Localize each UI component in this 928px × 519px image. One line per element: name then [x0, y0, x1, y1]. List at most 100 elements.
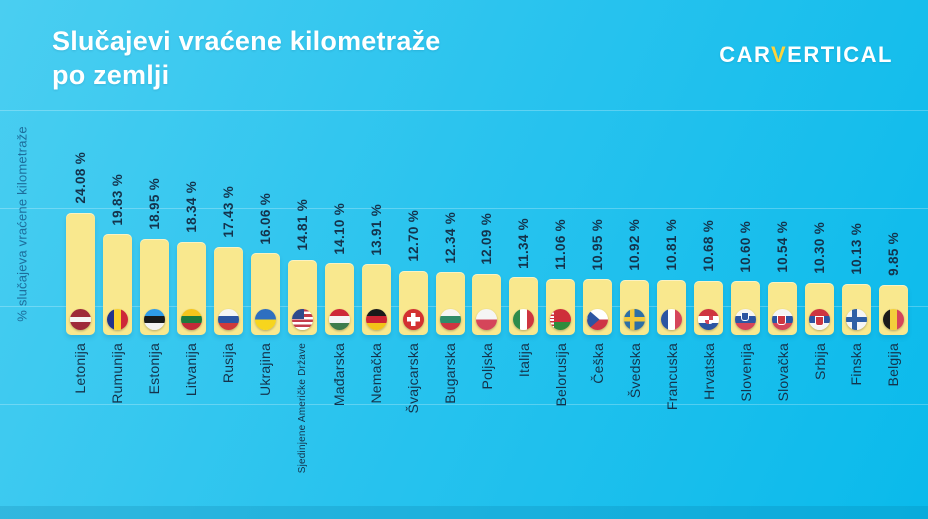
- category-column: Mađarska: [321, 343, 358, 406]
- category-column: Italija: [505, 343, 542, 377]
- flag-lv-icon: [69, 309, 91, 330]
- category-label: Bugarska: [442, 343, 458, 404]
- category-column: Francuska: [653, 343, 690, 410]
- flag-fr-icon: [661, 309, 683, 330]
- bar-value-label: 18.95 %: [146, 178, 162, 230]
- bar-ch: [398, 270, 428, 335]
- bar-value-label: 14.81 %: [294, 199, 310, 251]
- bar-se: [620, 279, 650, 335]
- flag-ch-icon: [402, 309, 424, 330]
- bar-value-label: 18.34 %: [183, 181, 199, 233]
- bar-lv: [65, 212, 95, 335]
- category-label: Slovenija: [737, 343, 754, 402]
- flag-rs-icon: [809, 309, 831, 330]
- chart-column: 10.95 %: [579, 100, 616, 335]
- chart-column: 18.34 %: [173, 100, 210, 335]
- category-label: Švajcarska: [405, 343, 422, 414]
- bar-value-label: 11.34 %: [516, 217, 532, 269]
- page-title-line1: Slučajevi vraćene kilometraže: [52, 26, 441, 56]
- flag-us-icon: [291, 309, 313, 330]
- flag-ro-icon: [106, 309, 128, 330]
- gridline: [0, 208, 928, 209]
- category-label: Rumunija: [109, 343, 126, 404]
- category-label: Belgija: [885, 343, 902, 387]
- category-column: Litvanija: [173, 343, 210, 396]
- flag-fi-icon: [845, 309, 867, 330]
- chart-column: 10.30 %: [801, 100, 838, 335]
- bar-ru: [213, 246, 243, 335]
- flag-sk-icon: [772, 309, 794, 330]
- category-label: Hrvatska: [700, 343, 717, 400]
- flag-lt-icon: [180, 309, 202, 330]
- category-label: Finska: [848, 343, 865, 386]
- flag-by-icon: [550, 309, 572, 330]
- chart-column: 11.34 %: [505, 100, 542, 335]
- bar-us: [287, 259, 317, 335]
- bar-value-label: 10.95 %: [590, 218, 606, 271]
- category-label: Ukrajina: [257, 343, 274, 396]
- category-label: Sjedinjene Američke Države: [296, 343, 308, 474]
- chart-column: 13.91 %: [358, 100, 395, 335]
- chart-column: 10.68 %: [690, 100, 727, 335]
- bar-bg: [435, 272, 465, 335]
- chart-column: 12.70 %: [395, 100, 432, 335]
- flag-de-icon: [365, 309, 387, 330]
- category-label: Italija: [515, 343, 532, 378]
- bar-value-label: 10.92 %: [627, 218, 643, 271]
- category-label: Litvanija: [183, 343, 200, 397]
- flag-se-icon: [624, 309, 646, 330]
- bar-value-label: 11.06 %: [553, 218, 569, 270]
- category-column: Nemačka: [358, 343, 395, 404]
- bar-value-label: 13.91 %: [368, 203, 384, 256]
- category-label: Nemačka: [368, 343, 385, 404]
- flag-ru-icon: [217, 309, 239, 330]
- category-label: Estonija: [146, 343, 163, 395]
- flag-cz-icon: [587, 309, 609, 330]
- chart-column: 19.83 %: [99, 100, 136, 335]
- flag-bg-icon: [439, 309, 461, 330]
- bar-si: [731, 281, 761, 335]
- flag-pl-icon: [476, 309, 498, 330]
- bar-value-label: 10.68 %: [701, 220, 717, 272]
- category-column: Belgija: [875, 343, 912, 386]
- bar-value-label: 12.09 %: [479, 212, 495, 265]
- category-column: Finska: [838, 343, 875, 385]
- gridline: [0, 404, 928, 405]
- logo-text-ertical: ERTICAL: [787, 42, 893, 67]
- chart-column: 10.92 %: [616, 100, 653, 335]
- bar-value-label: 17.43 %: [220, 185, 236, 238]
- chart-column: 14.81 %: [284, 100, 321, 335]
- category-label: Rusija: [220, 343, 237, 384]
- flag-hr-icon: [698, 309, 720, 330]
- flag-be-icon: [882, 309, 904, 330]
- x-axis-labels: Letonija Rumunija Estonija Litvanija Rusija U…: [62, 343, 912, 473]
- bar-value-label: 16.06 %: [257, 192, 273, 245]
- bar-value-label: 10.13 %: [848, 222, 864, 275]
- bar-cz: [583, 279, 613, 335]
- chart-column: 10.60 %: [727, 100, 764, 335]
- bar-pl: [472, 273, 502, 335]
- category-column: Estonija: [136, 343, 173, 394]
- category-label: Letonija: [72, 343, 89, 394]
- category-label: Belorusija: [552, 343, 569, 407]
- chart-column: 18.95 %: [136, 100, 173, 335]
- category-column: Ukrajina: [247, 343, 284, 396]
- bar-de: [361, 264, 391, 335]
- bar-value-label: 10.54 %: [775, 220, 791, 273]
- category-label: Francuska: [663, 343, 680, 411]
- bar-value-label: 12.70 %: [405, 209, 421, 262]
- category-label: Švedska: [626, 343, 643, 399]
- category-label: Češka: [589, 343, 606, 384]
- category-column: Slovačka: [764, 343, 801, 401]
- flag-si-icon: [735, 309, 757, 330]
- chart-column: 9.85 %: [875, 100, 912, 335]
- gridline: [0, 110, 928, 111]
- bar-ee: [139, 238, 169, 335]
- bar-ua: [250, 253, 280, 335]
- category-column: Rumunija: [99, 343, 136, 404]
- category-label: Poljska: [478, 343, 495, 390]
- flag-hu-icon: [328, 309, 350, 330]
- bar-value-label: 24.08 %: [72, 152, 88, 204]
- bar-fr: [657, 280, 687, 335]
